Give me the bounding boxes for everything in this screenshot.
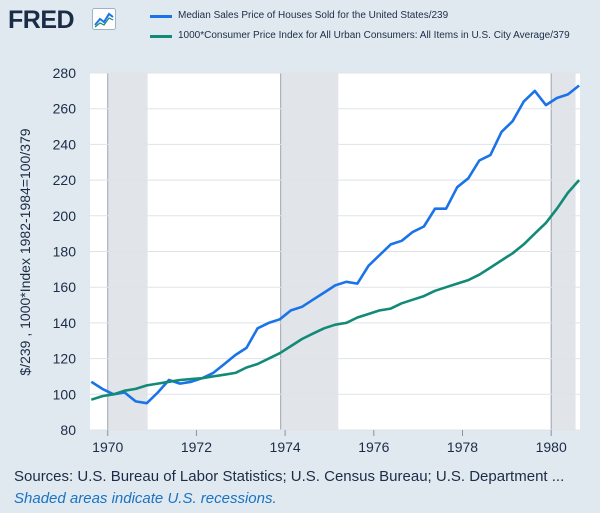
- y-tick-label-200: 200: [53, 208, 77, 224]
- y-tick-label-240: 240: [53, 136, 77, 152]
- chart-header: FRED Median Sales Price of Houses Sold f…: [0, 0, 600, 56]
- series-line-2: [90, 179, 581, 401]
- source-text: Sources: U.S. Bureau of Labor Statistics…: [14, 468, 565, 485]
- x-tick-label-1972: 1972: [181, 439, 212, 455]
- y-tick-label-120: 120: [53, 351, 77, 367]
- x-tick-label-1970: 1970: [92, 439, 123, 455]
- legend-swatch-series2: [150, 35, 172, 38]
- y-tick-label-260: 260: [53, 101, 77, 117]
- x-tick-label-1974: 1974: [270, 439, 301, 455]
- legend-label-series2: 1000*Consumer Price Index for All Urban …: [178, 30, 570, 41]
- recession-note: Shaded areas indicate U.S. recessions.: [14, 490, 277, 507]
- y-tick-label-80: 80: [60, 422, 76, 438]
- legend-label-series1: Median Sales Price of Houses Sold for th…: [178, 10, 449, 21]
- y-axis-label: $/239 , 1000*Index 1982-1984=100/379: [17, 128, 33, 376]
- y-tick-label-220: 220: [53, 172, 77, 188]
- fred-logo[interactable]: FRED: [8, 6, 75, 34]
- line-chart-icon: [92, 8, 116, 30]
- y-tick-label-100: 100: [53, 386, 77, 402]
- y-tick-label-140: 140: [53, 315, 77, 331]
- x-tick-label-1980: 1980: [536, 439, 567, 455]
- legend-swatch-series1: [150, 15, 172, 18]
- y-tick-label-280: 280: [53, 65, 77, 81]
- x-tick-label-1978: 1978: [447, 439, 478, 455]
- y-tick-label-180: 180: [53, 244, 77, 260]
- y-tick-label-160: 160: [53, 279, 77, 295]
- x-tick-label-1976: 1976: [358, 439, 389, 455]
